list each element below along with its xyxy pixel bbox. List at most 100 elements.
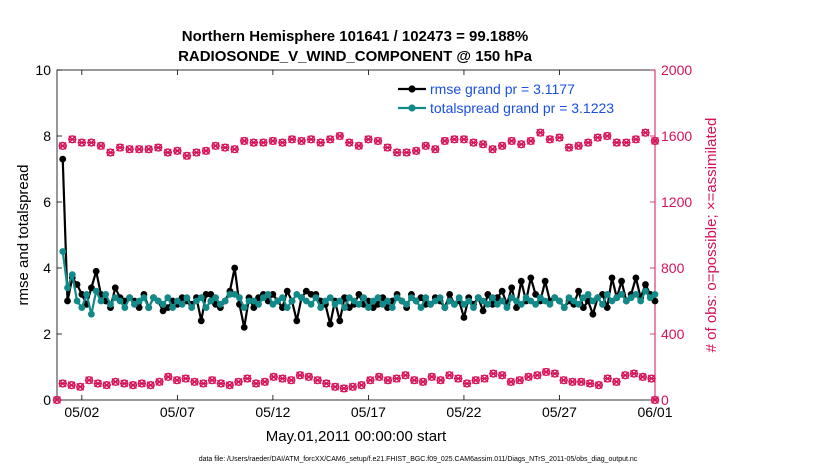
totalspread-point [288, 297, 296, 305]
obs-possible-point [259, 138, 268, 147]
totalspread-point [259, 294, 267, 302]
rmse-point [446, 291, 454, 298]
totalspread-series [59, 248, 659, 318]
obs-possible-point [440, 136, 450, 146]
obs-possible-point [593, 133, 602, 142]
totalspread-point [231, 291, 239, 298]
obs-assimilated-point [480, 374, 489, 383]
obs-assimilated-point [304, 372, 314, 382]
obs-assimilated-point [427, 372, 437, 382]
obs-possible-point [58, 141, 67, 151]
totalspread-point [575, 300, 582, 308]
obs-assimilated-point [67, 381, 76, 390]
totalspread-point [560, 304, 568, 311]
y-axis-right-label: # of obs: o=possible; ×=assimilated [703, 118, 720, 353]
totalspread-point [236, 294, 243, 302]
obs-possible-point [450, 135, 459, 144]
obs-assimilated-point [550, 369, 560, 378]
totalspread-point [556, 297, 563, 305]
totalspread-point [121, 304, 129, 311]
totalspread-point [627, 294, 635, 302]
y-left-tick-label: 8 [43, 128, 51, 144]
obs-possible-point [211, 141, 220, 151]
obs-possible-point [564, 143, 574, 152]
y-right-tick-label: 0 [661, 392, 669, 408]
totalspread-point [599, 300, 606, 308]
totalspread-point [92, 287, 100, 295]
obs-possible-point [287, 135, 297, 144]
totalspread-point [169, 304, 176, 311]
rmse-point [59, 155, 67, 163]
obs-possible-point [488, 145, 497, 154]
obs-assimilated-point [128, 381, 138, 390]
totalspread-point [642, 287, 649, 295]
totalspread-point [508, 294, 516, 302]
y-left-tick-label: 0 [43, 392, 51, 408]
obs-zero-marker-left [52, 395, 62, 405]
obs-assimilated-point [620, 371, 630, 380]
legend-rmse-label: rmse grand pr = 3.1177 [430, 81, 575, 97]
totalspread-point [365, 304, 372, 311]
obs-assimilated-point [93, 379, 103, 388]
obs-assimilated-point [278, 374, 287, 383]
totalspread-point [403, 300, 411, 308]
totalspread-point [493, 300, 501, 308]
obs-possible-point [507, 136, 516, 146]
obs-assimilated-point [339, 384, 349, 393]
obs-assimilated-point [216, 379, 226, 388]
totalspread-point [460, 300, 468, 308]
obs-possible-point [326, 135, 335, 144]
totalspread-point [221, 297, 229, 305]
totalspread-point [302, 297, 310, 305]
obs-possible-point [192, 148, 201, 157]
totalspread-point [193, 297, 200, 305]
obs-assimilated-point [436, 376, 445, 385]
obs-possible-point [622, 138, 631, 147]
obs-possible-point [77, 138, 87, 147]
totalspread-point [326, 294, 334, 302]
obs-assimilated-point [515, 376, 524, 385]
totalspread-point [589, 297, 597, 305]
totalspread-point [331, 300, 339, 308]
totalspread-point [64, 284, 71, 292]
totalspread-point [484, 300, 492, 308]
y-axis-right: 0 400 800 1200 1600 2000 [650, 62, 692, 408]
rmse-point [589, 310, 597, 318]
obs-assimilated-point [568, 377, 577, 386]
totalspread-point [250, 297, 258, 305]
x-tick-label: 05/17 [351, 404, 386, 420]
obs-possible-point [96, 141, 106, 151]
obs-possible-point [240, 136, 249, 146]
rmse-point [493, 294, 501, 302]
totalspread-point [336, 297, 344, 305]
totalspread-point [197, 294, 205, 302]
x-tick-label: 05/02 [64, 404, 99, 420]
y-right-tick-label: 1600 [661, 128, 692, 144]
totalspread-point [479, 297, 487, 305]
obs-possible-point [230, 145, 239, 154]
obs-possible-point [497, 141, 507, 151]
totalspread-point [279, 294, 286, 302]
obs-possible-point [526, 136, 536, 146]
obs-possible-point [364, 135, 373, 144]
rmse-point [642, 281, 649, 288]
rmse-point [345, 304, 353, 311]
rmse-point [651, 297, 659, 305]
x-tick-label: 06/01 [637, 404, 672, 420]
totalspread-point [350, 297, 358, 305]
legend-rmse-marker [408, 85, 416, 93]
obs-possible-point [297, 136, 306, 146]
totalspread-point [474, 294, 482, 302]
obs-assimilated-point [392, 374, 401, 383]
obs-assimilated-point [137, 379, 147, 388]
obs-possible-point [335, 131, 344, 141]
rmse-point [250, 304, 258, 311]
chart-title-line2: RADIOSONDE_V_WIND_COMPONENT @ 150 hPa [178, 48, 533, 65]
obs-possible-point [345, 138, 354, 147]
rmse-point [513, 304, 520, 311]
totalspread-point [422, 294, 430, 302]
legend-spread-label: totalspread grand pr = 3.1223 [430, 100, 614, 116]
y-left-tick-label: 4 [43, 260, 51, 276]
totalspread-point [255, 300, 262, 308]
rmse-point [541, 277, 549, 285]
